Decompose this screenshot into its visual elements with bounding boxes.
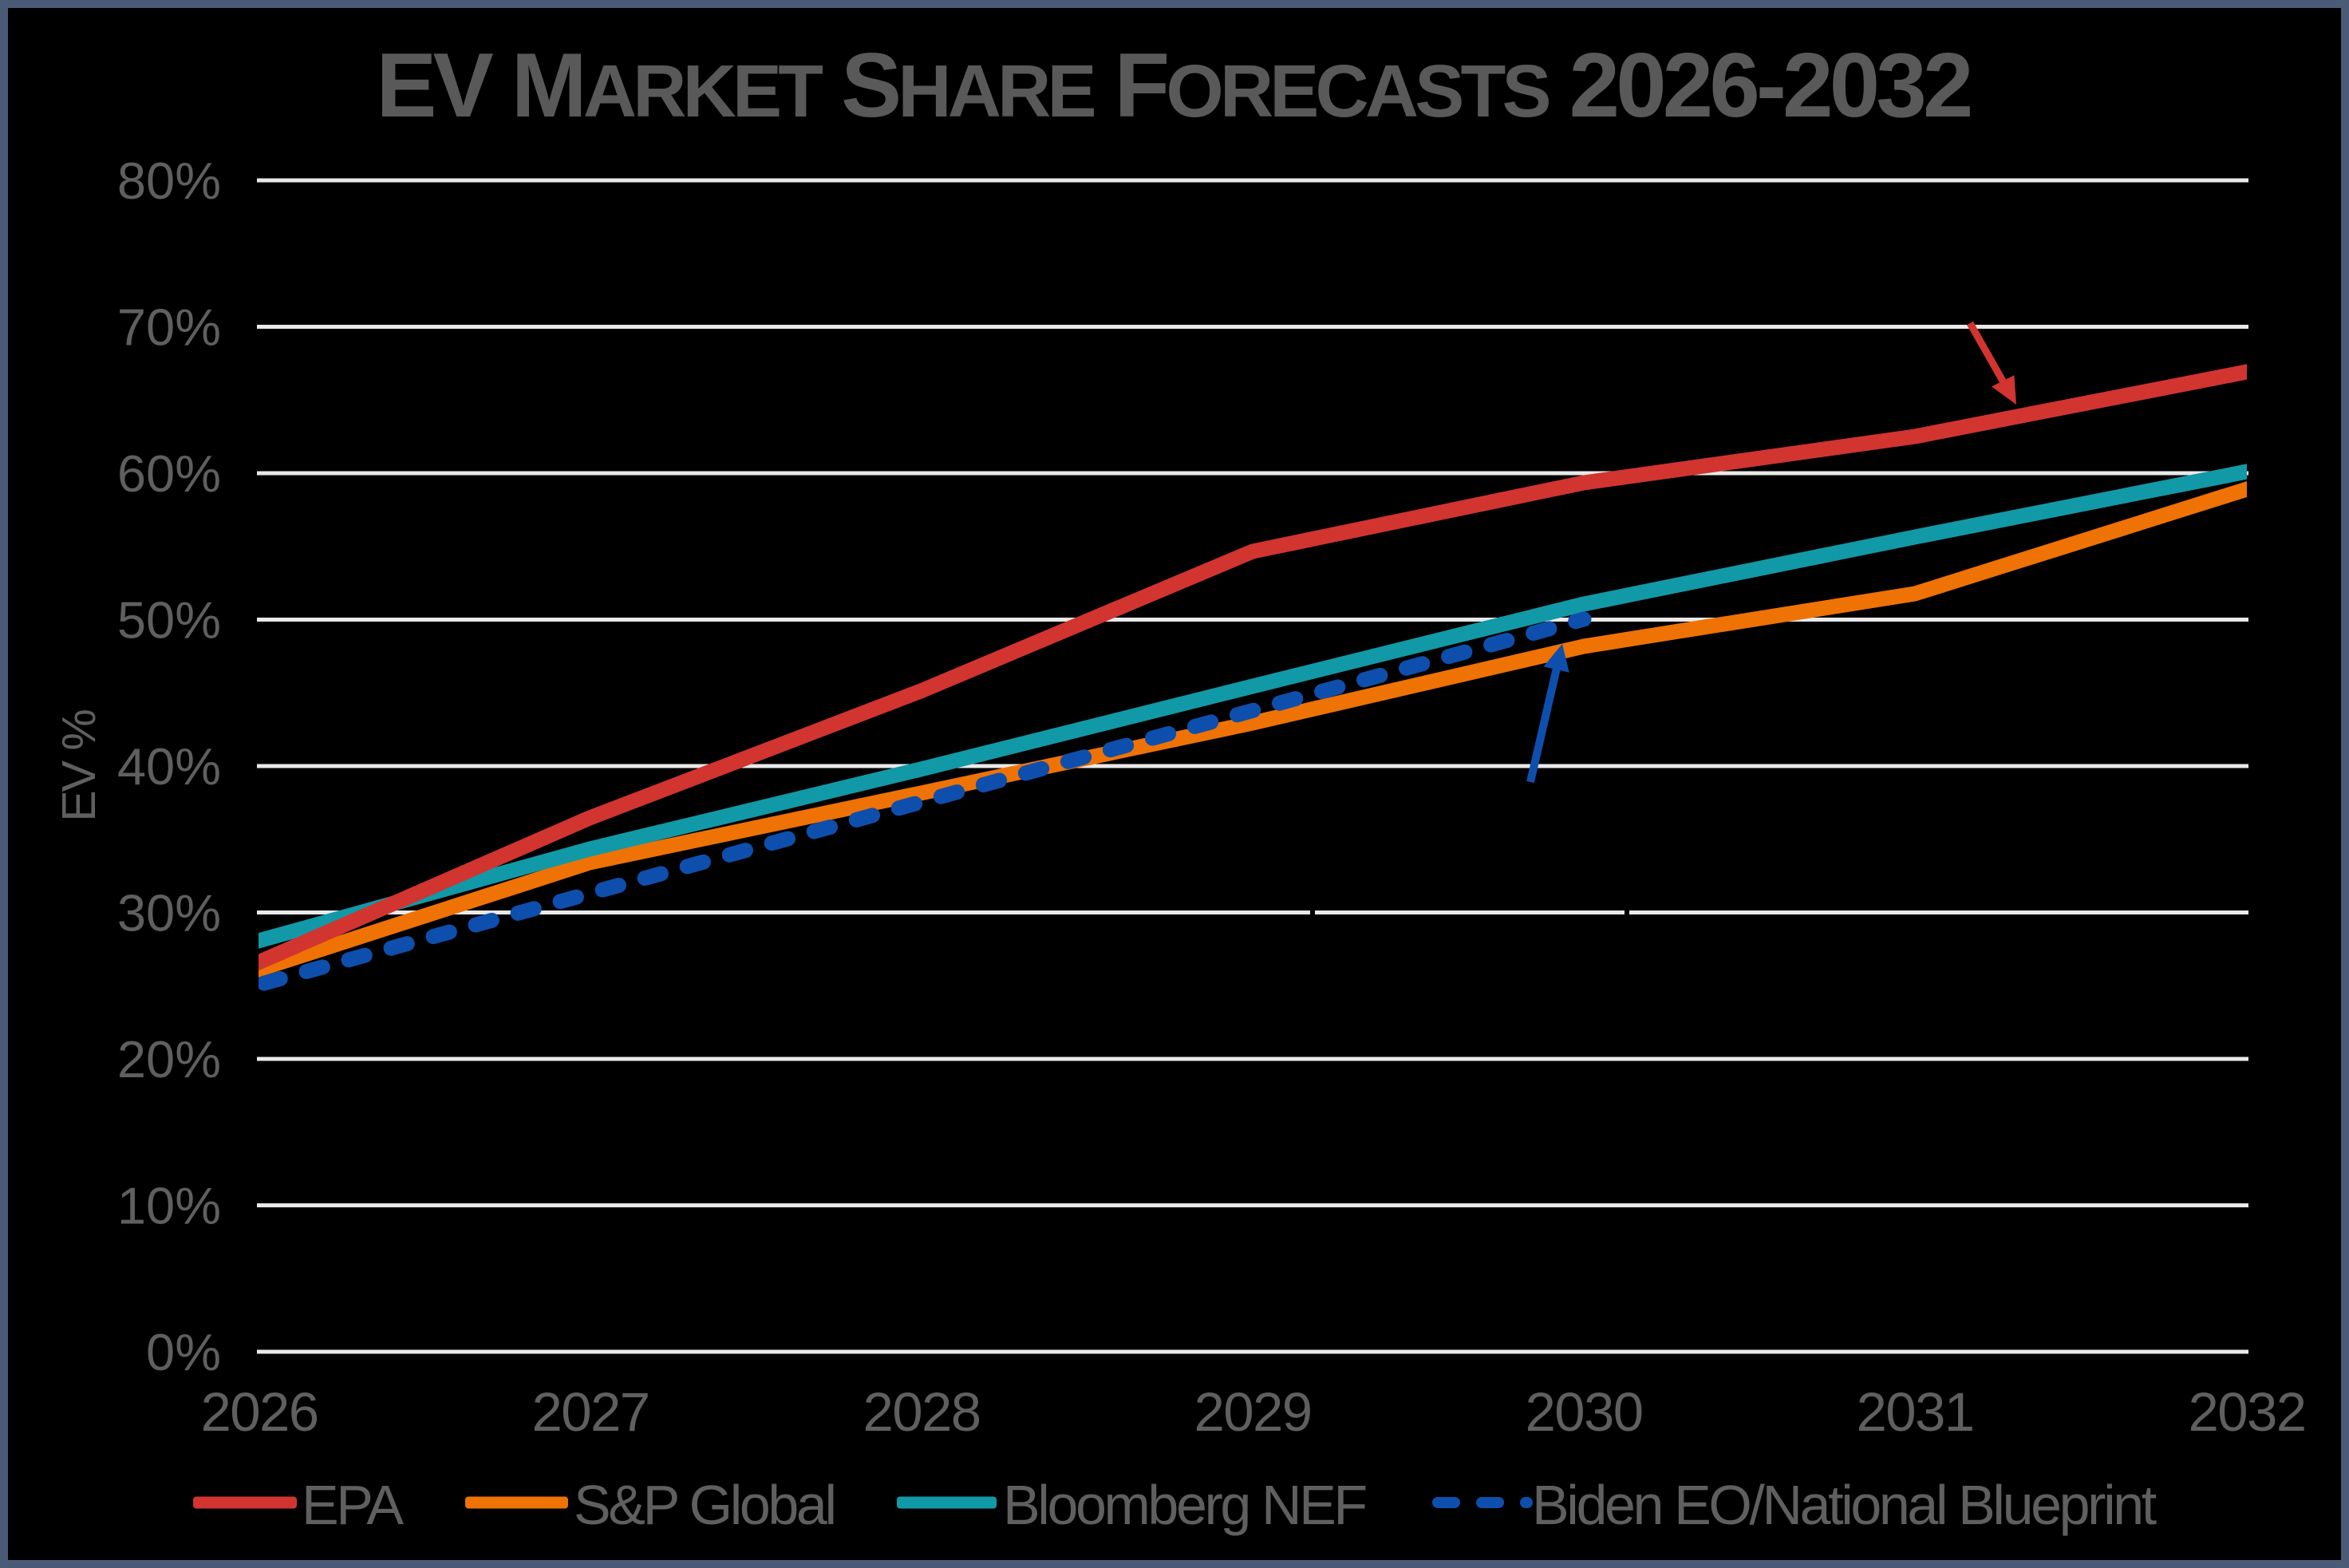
- svg-text:50%: 50%: [117, 591, 221, 650]
- svg-text:2027: 2027: [531, 1381, 649, 1443]
- svg-text:2026: 2026: [200, 1381, 318, 1443]
- svg-text:60%: 60%: [117, 444, 221, 503]
- svg-text:EPA: EPA: [302, 1474, 404, 1536]
- svg-text:70%: 70%: [117, 298, 221, 357]
- svg-text:EV %: EV %: [53, 710, 105, 822]
- svg-text:S&P Global: S&P Global: [574, 1474, 835, 1536]
- svg-text:80%: 80%: [117, 152, 221, 210]
- svg-text:2031: 2031: [1856, 1381, 1973, 1443]
- svg-text:2030: 2030: [1525, 1381, 1642, 1443]
- svg-text:2032: 2032: [2188, 1381, 2305, 1443]
- svg-text:EV MARKET SHARE FORECASTS 2026: EV MARKET SHARE FORECASTS 2026-2032: [376, 35, 1970, 136]
- svg-text:Biden EO/National Blueprint: Biden EO/National Blueprint: [1532, 1474, 2157, 1536]
- svg-text:10%: 10%: [117, 1177, 221, 1235]
- svg-text:0%: 0%: [146, 1323, 221, 1381]
- svg-text:2029: 2029: [1194, 1381, 1311, 1443]
- svg-text:Bloomberg NEF: Bloomberg NEF: [1003, 1474, 1365, 1536]
- svg-text:20%: 20%: [117, 1030, 221, 1088]
- svg-text:40%: 40%: [117, 737, 221, 796]
- svg-text:30%: 30%: [117, 884, 221, 942]
- svg-text:2028: 2028: [863, 1381, 980, 1443]
